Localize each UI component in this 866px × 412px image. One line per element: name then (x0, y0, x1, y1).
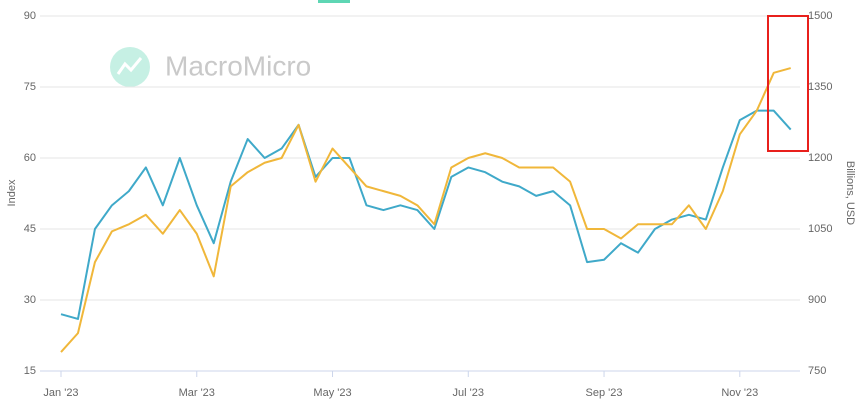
y-tick-label: 90 (24, 10, 36, 22)
x-tick-label: Nov '23 (721, 387, 758, 399)
highlight-box (767, 15, 809, 152)
top-tab (318, 0, 350, 3)
watermark-logo (110, 47, 150, 87)
y2-tick-label: 1500 (808, 10, 832, 22)
y2-tick-label: 1200 (808, 152, 832, 164)
y-tick-label: 45 (24, 223, 36, 235)
y2-tick-label: 900 (808, 294, 826, 306)
y2-tick-label: 1350 (808, 81, 832, 93)
y-tick-label: 15 (24, 365, 36, 377)
series-line (60, 67, 791, 353)
y2-tick-label: 750 (808, 365, 826, 377)
x-tick-label: Jan '23 (43, 387, 78, 399)
x-tick-label: May '23 (313, 387, 351, 399)
y2-axis-title: Billions, USD (844, 161, 856, 225)
x-tick-label: Mar '23 (179, 387, 215, 399)
x-tick-label: Sep '23 (586, 387, 623, 399)
y2-tick-label: 1050 (808, 223, 832, 235)
y-tick-label: 30 (24, 294, 36, 306)
x-tick-label: Jul '23 (453, 387, 484, 399)
watermark: MacroMicro (165, 50, 311, 81)
series-line (60, 109, 792, 320)
y-tick-label: 75 (24, 81, 36, 93)
y-axis-title: Index (6, 179, 18, 206)
y-tick-label: 60 (24, 152, 36, 164)
